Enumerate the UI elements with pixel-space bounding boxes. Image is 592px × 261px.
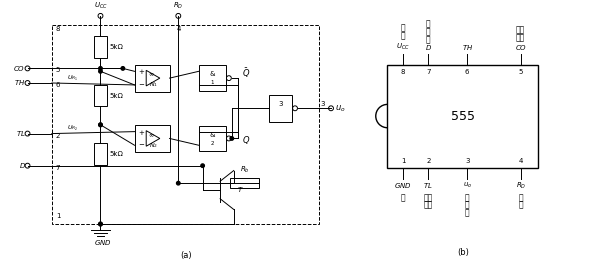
Bar <box>94 143 107 165</box>
Bar <box>134 125 169 152</box>
Text: 出: 出 <box>465 201 469 210</box>
Text: 1: 1 <box>401 158 406 164</box>
Text: 1: 1 <box>56 213 60 219</box>
Bar <box>199 66 226 91</box>
Text: 4: 4 <box>519 158 523 164</box>
Text: $TH$: $TH$ <box>14 79 25 87</box>
Text: ∞: ∞ <box>149 72 154 77</box>
Circle shape <box>99 222 102 226</box>
Text: 4: 4 <box>176 27 181 32</box>
Text: (b): (b) <box>457 248 469 257</box>
Text: $R_b$: $R_b$ <box>240 165 249 175</box>
Text: 3: 3 <box>320 101 324 107</box>
Text: 8: 8 <box>56 27 60 32</box>
Text: 3: 3 <box>278 101 283 107</box>
Text: 触发: 触发 <box>424 193 433 202</box>
Text: $u_o$: $u_o$ <box>335 103 346 114</box>
Text: 7: 7 <box>56 165 60 171</box>
Text: $\bar{Q}$: $\bar{Q}$ <box>242 66 250 80</box>
Text: +: + <box>139 130 144 136</box>
Circle shape <box>201 164 204 167</box>
Text: $U_{R_2}$: $U_{R_2}$ <box>67 123 79 133</box>
Text: 端: 端 <box>426 20 430 28</box>
Text: $R_D$: $R_D$ <box>516 181 526 191</box>
Text: 电: 电 <box>401 31 406 40</box>
Text: (a): (a) <box>180 251 191 260</box>
Text: $Q$: $Q$ <box>242 134 250 146</box>
Text: $R_D$: $R_D$ <box>173 1 184 11</box>
Text: 7: 7 <box>426 69 430 75</box>
Text: +: + <box>139 69 144 75</box>
Text: $GND$: $GND$ <box>94 238 111 247</box>
Text: 5kΩ: 5kΩ <box>110 44 123 50</box>
Text: $N_1$: $N_1$ <box>149 80 159 89</box>
Text: 2: 2 <box>56 133 60 139</box>
Text: $TL$: $TL$ <box>423 181 433 190</box>
Text: $D$: $D$ <box>18 161 25 170</box>
Text: $U_{R_1}$: $U_{R_1}$ <box>67 74 79 83</box>
Text: 3: 3 <box>465 158 469 164</box>
Text: ∞: ∞ <box>149 132 154 137</box>
Circle shape <box>99 67 102 70</box>
Bar <box>387 66 538 168</box>
Bar <box>269 95 292 122</box>
Bar <box>94 85 107 106</box>
Text: 5kΩ: 5kΩ <box>110 151 123 157</box>
Text: 放: 放 <box>426 35 430 44</box>
Text: $CO$: $CO$ <box>514 43 527 52</box>
Text: 5: 5 <box>56 67 60 73</box>
Text: $U_{CC}$: $U_{CC}$ <box>95 1 108 11</box>
Text: $GND$: $GND$ <box>394 181 412 190</box>
Text: 输入: 输入 <box>424 201 433 210</box>
Text: 源: 源 <box>401 23 406 32</box>
Text: 5kΩ: 5kΩ <box>110 93 123 99</box>
Circle shape <box>99 123 102 127</box>
Text: 输: 输 <box>465 193 469 202</box>
Text: 555: 555 <box>451 110 475 123</box>
Text: &: & <box>210 71 215 77</box>
Bar <box>94 36 107 58</box>
Text: $-$: $-$ <box>139 80 146 86</box>
Text: 控制: 控制 <box>516 25 525 34</box>
Text: 源: 源 <box>465 209 469 217</box>
Text: 6: 6 <box>56 82 60 88</box>
Circle shape <box>99 222 102 226</box>
Text: 1: 1 <box>211 80 214 86</box>
Bar <box>134 64 169 92</box>
Text: $TH$: $TH$ <box>462 43 473 52</box>
Circle shape <box>230 137 234 140</box>
Text: 电压: 电压 <box>516 33 525 42</box>
Circle shape <box>176 181 180 185</box>
Circle shape <box>99 70 102 73</box>
Text: 6: 6 <box>465 69 469 75</box>
Text: $U_{CC}$: $U_{CC}$ <box>396 42 410 52</box>
Text: 2: 2 <box>426 158 430 164</box>
Text: 地: 地 <box>401 193 406 202</box>
Text: $-$: $-$ <box>139 140 146 146</box>
Text: 2: 2 <box>211 141 214 146</box>
Circle shape <box>99 123 102 127</box>
Text: $T$: $T$ <box>237 186 243 194</box>
Text: $N_2$: $N_2$ <box>149 141 159 150</box>
Bar <box>230 178 259 188</box>
Text: $TL$: $TL$ <box>16 129 25 138</box>
Text: 位: 位 <box>519 201 523 210</box>
Text: $u_o$: $u_o$ <box>462 181 472 191</box>
Text: $CO$: $CO$ <box>14 64 25 73</box>
Text: 5: 5 <box>519 69 523 75</box>
Bar <box>52 25 319 224</box>
Bar <box>199 126 226 151</box>
Text: 电: 电 <box>426 27 430 36</box>
Circle shape <box>121 67 124 70</box>
Text: 复: 复 <box>519 193 523 202</box>
Text: $D$: $D$ <box>424 43 432 52</box>
Text: &: & <box>210 132 215 138</box>
Text: 8: 8 <box>401 69 406 75</box>
